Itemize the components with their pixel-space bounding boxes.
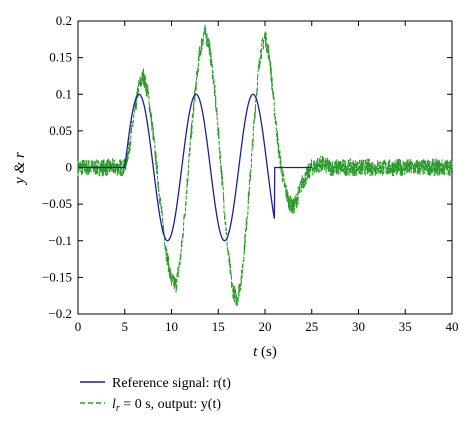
y-tick-label: 0.15 <box>49 50 72 65</box>
y-tick-label: −0.2 <box>48 306 72 321</box>
x-tick-label: 25 <box>305 319 318 334</box>
y-tick-label: 0.2 <box>56 13 72 28</box>
x-tick-label: 30 <box>352 319 365 334</box>
legend-entry-reference: Reference signal: r(t) <box>112 376 231 391</box>
y-tick-label: −0.1 <box>48 233 72 248</box>
x-tick-label: 10 <box>165 319 178 334</box>
y-tick-label: 0.05 <box>49 123 72 138</box>
legend-entry-output: lr = 0 s, output: y(t) <box>112 397 221 414</box>
series-layer <box>77 24 453 307</box>
x-tick-label: 15 <box>212 319 225 334</box>
x-axis-label: t (s) <box>253 344 277 360</box>
x-tick-label: 0 <box>75 319 82 334</box>
y-axis-label: y & r <box>12 152 28 186</box>
series-output-line <box>77 24 453 307</box>
legend: Reference signal: r(t) lr = 0 s, output:… <box>80 376 231 414</box>
x-tick-label: 35 <box>399 319 412 334</box>
axis-ticks: 0 5 10 15 20 25 30 35 40 0.2 0.15 0.1 0.05 0 −0.05 −0.1… <box>42 13 459 334</box>
x-tick-label: 40 <box>446 319 459 334</box>
x-tick-label: 20 <box>259 319 272 334</box>
series-reference-line <box>78 93 312 242</box>
y-tick-label: 0.1 <box>56 86 72 101</box>
y-tick-label: 0 <box>66 160 73 175</box>
y-tick-label: −0.05 <box>42 196 72 211</box>
y-tick-label: −0.15 <box>42 269 72 284</box>
x-tick-label: 5 <box>122 319 129 334</box>
